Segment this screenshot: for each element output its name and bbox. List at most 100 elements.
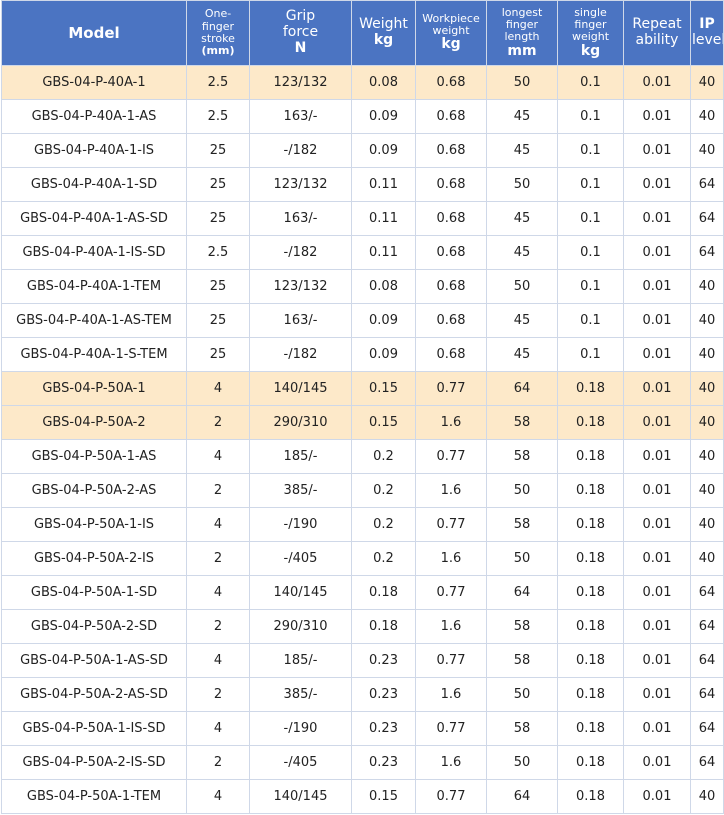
table-row: GBS-04-P-40A-1-IS 25 -/182 0.09 0.68 45 0.1 0.0… [1,133,724,168]
cell-workpiece-weight: 0.77 [415,507,487,542]
cell-workpiece-weight: 0.68 [415,167,487,202]
header-model-label: Model [68,23,120,42]
cell-workpiece-weight: 1.6 [415,609,487,644]
cell-grip-force: 140/145 [249,575,352,610]
cell-stroke: 25 [186,269,250,304]
cell-stroke: 4 [186,371,250,406]
header-workpiece-weight: Workpiece weight kg [415,0,487,66]
table-row: GBS-04-P-40A-1-AS 2.5 163/- 0.09 0.68 45 0.1 0.… [1,99,724,134]
cell-finger-length: 45 [486,201,558,236]
cell-weight: 0.09 [351,133,416,168]
cell-grip-force: 290/310 [249,609,352,644]
cell-stroke: 2 [186,745,250,780]
cell-finger-length: 50 [486,65,558,100]
cell-finger-weight: 0.18 [557,677,624,712]
cell-finger-length: 64 [486,575,558,610]
cell-ip-level: 40 [690,133,724,168]
cell-stroke: 4 [186,507,250,542]
header-repeatability: Repeat ability [623,0,691,66]
cell-finger-length: 58 [486,405,558,440]
cell-workpiece-weight: 0.77 [415,643,487,678]
cell-stroke: 4 [186,439,250,474]
header-repeat-line2: ability [635,32,679,48]
cell-finger-weight: 0.18 [557,507,624,542]
cell-repeatability: 0.01 [623,99,691,134]
cell-weight: 0.2 [351,541,416,576]
cell-ip-level: 40 [690,337,724,372]
cell-stroke: 25 [186,167,250,202]
cell-model: GBS-04-P-50A-2-SD [1,609,187,644]
cell-model: GBS-04-P-40A-1 [1,65,187,100]
cell-stroke: 2 [186,677,250,712]
cell-stroke: 2 [186,541,250,576]
cell-weight: 0.11 [351,235,416,270]
cell-stroke: 4 [186,575,250,610]
cell-finger-length: 50 [486,541,558,576]
table-row: GBS-04-P-40A-1-TEM 25 123/132 0.08 0.68 50 0.1… [1,269,724,304]
cell-grip-force: 163/- [249,201,352,236]
cell-finger-length: 50 [486,473,558,508]
cell-grip-force: 185/- [249,643,352,678]
cell-finger-length: 58 [486,711,558,746]
cell-finger-weight: 0.1 [557,235,624,270]
cell-grip-force: -/190 [249,711,352,746]
cell-workpiece-weight: 0.77 [415,779,487,814]
cell-repeatability: 0.01 [623,337,691,372]
cell-finger-weight: 0.18 [557,711,624,746]
cell-finger-length: 50 [486,269,558,304]
cell-weight: 0.08 [351,65,416,100]
cell-finger-length: 58 [486,643,558,678]
cell-grip-force: 290/310 [249,405,352,440]
cell-stroke: 2.5 [186,235,250,270]
header-finger-length: longest finger length mm [486,0,558,66]
cell-model: GBS-04-P-40A-1-IS-SD [1,235,187,270]
cell-finger-length: 50 [486,677,558,712]
header-workpiece-line2: weight [432,24,470,38]
cell-grip-force: 123/132 [249,167,352,202]
cell-grip-force: 163/- [249,99,352,134]
cell-workpiece-weight: 0.68 [415,235,487,270]
header-ip-level: IP level [690,0,724,66]
cell-model: GBS-04-P-50A-2-IS-SD [1,745,187,780]
cell-finger-weight: 0.18 [557,643,624,678]
header-row: Model One- finger stroke (mm) Grip force… [1,0,724,66]
cell-model: GBS-04-P-50A-1-SD [1,575,187,610]
cell-ip-level: 64 [690,711,724,746]
cell-weight: 0.23 [351,745,416,780]
table-row: GBS-04-P-40A-1-S-TEM 25 -/182 0.09 0.68 45 0.1… [1,337,724,372]
cell-weight: 0.09 [351,337,416,372]
header-grip-line2: force [282,24,319,41]
cell-weight: 0.15 [351,405,416,440]
cell-ip-level: 64 [690,677,724,712]
cell-workpiece-weight: 0.68 [415,65,487,100]
table-row: GBS-04-P-50A-1-AS 4 185/- 0.2 0.77 58 0.18 0.01… [1,439,724,474]
cell-weight: 0.15 [351,371,416,406]
cell-model: GBS-04-P-40A-1-TEM [1,269,187,304]
cell-finger-weight: 0.1 [557,269,624,304]
cell-ip-level: 40 [690,541,724,576]
cell-grip-force: -/182 [249,133,352,168]
cell-repeatability: 0.01 [623,269,691,304]
cell-workpiece-weight: 0.68 [415,133,487,168]
table-row: GBS-04-P-50A-2 2 290/310 0.15 1.6 58 0.18 0.01 4… [1,405,724,440]
cell-grip-force: -/182 [249,235,352,270]
cell-ip-level: 40 [690,269,724,304]
cell-finger-weight: 0.18 [557,779,624,814]
cell-stroke: 2 [186,473,250,508]
cell-ip-level: 40 [690,99,724,134]
table-row: GBS-04-P-50A-2-IS-SD 2 -/405 0.23 1.6 50 0.18 0… [1,745,724,780]
cell-finger-weight: 0.18 [557,439,624,474]
header-fweight-unit: kg [580,42,601,59]
cell-repeatability: 0.01 [623,167,691,202]
cell-repeatability: 0.01 [623,439,691,474]
cell-finger-length: 64 [486,371,558,406]
header-stroke-line3: stroke [201,32,235,45]
cell-model: GBS-04-P-40A-1-IS [1,133,187,168]
cell-workpiece-weight: 0.77 [415,711,487,746]
cell-workpiece-weight: 1.6 [415,745,487,780]
cell-stroke: 4 [186,711,250,746]
cell-finger-weight: 0.18 [557,405,624,440]
cell-grip-force: -/405 [249,745,352,780]
cell-finger-weight: 0.1 [557,99,624,134]
cell-model: GBS-04-P-50A-2 [1,405,187,440]
